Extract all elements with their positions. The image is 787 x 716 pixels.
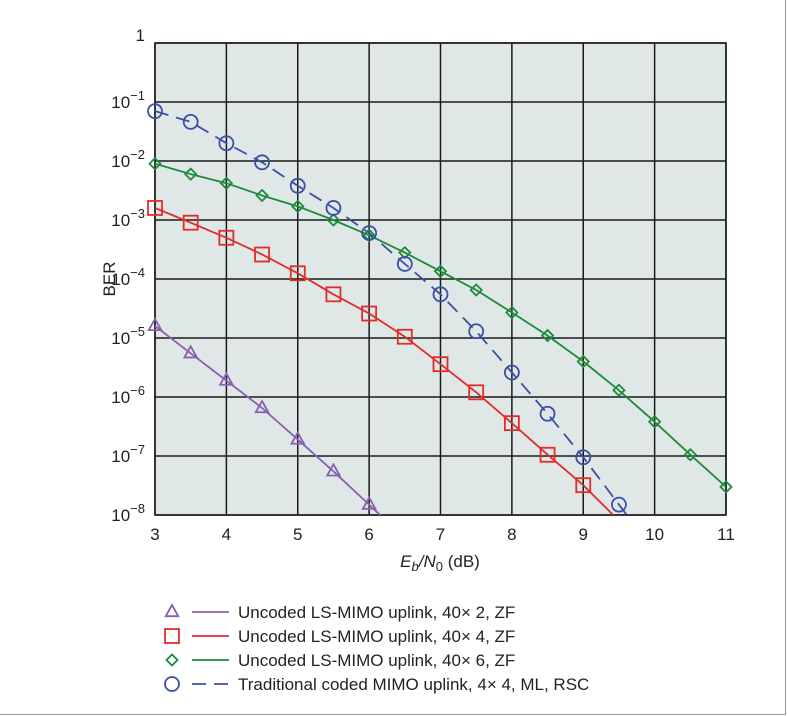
series-2-point	[396, 328, 413, 345]
x-axis-label-e: E	[400, 552, 412, 571]
series-2-point	[325, 286, 342, 303]
x-tick-label: 6	[364, 525, 373, 544]
series-3-point	[148, 156, 162, 171]
series-3-point	[219, 176, 234, 191]
series-3-point	[576, 354, 591, 369]
series-3-point	[719, 480, 733, 494]
series-3-point	[469, 283, 483, 297]
x-axis-label-unit: (dB)	[443, 552, 480, 571]
series-4-point	[325, 200, 342, 216]
series-3-point	[647, 415, 662, 429]
series-2-point	[468, 384, 485, 401]
series-4-point	[361, 225, 378, 241]
series-1-point	[147, 317, 163, 332]
legend-marker-4	[164, 676, 180, 692]
series-4-point	[575, 449, 592, 466]
y-tick-label: 10−2	[111, 147, 145, 171]
series-4-point	[289, 177, 306, 194]
y-tick-label: 10−3	[111, 206, 145, 230]
series-1-point	[289, 430, 306, 445]
series-1-point	[254, 399, 270, 414]
series-4-point	[396, 256, 413, 272]
series-3-point	[326, 213, 341, 227]
legend-label-3: Uncoded LS-MIMO uplink, 40× 6, ZF	[238, 651, 515, 670]
series-2-point	[182, 214, 199, 231]
x-axis-label-slash: /N	[418, 552, 437, 571]
series-3-point	[183, 167, 198, 181]
series-line-4	[155, 110, 628, 515]
series-line-3	[155, 162, 726, 488]
y-tick-label: 10−1	[111, 88, 145, 112]
series-3-point	[255, 188, 269, 203]
series-1-point	[361, 495, 377, 510]
legend-marker-1	[164, 603, 180, 618]
series-3-point	[290, 199, 305, 214]
legend-label-4: Traditional coded MIMO uplink, 4× 4, ML,…	[238, 675, 589, 694]
series-2-point	[503, 415, 520, 432]
y-axis-label: BER	[100, 262, 119, 297]
x-tick-label: 9	[579, 525, 588, 544]
x-axis-label-0: 0	[436, 559, 443, 574]
x-tick-label: 8	[507, 525, 516, 544]
x-tick-label: 3	[150, 525, 159, 544]
series-3-point	[540, 328, 555, 343]
x-tick-label: 10	[645, 525, 664, 544]
series-1-point	[182, 344, 199, 359]
x-axis-label: Eb/N0 (dB)	[400, 552, 480, 574]
series-3-point	[505, 305, 519, 320]
series-2-point	[147, 200, 163, 216]
grid	[154, 42, 727, 516]
series-3-point	[612, 383, 626, 398]
series-2-point	[575, 477, 592, 494]
y-tick-label: 10−6	[111, 383, 145, 407]
tick-labels: 3 4 5 6 7 8 9 10 11110−110−210−310−410−510−610−7…	[111, 26, 735, 544]
legend: Uncoded LS-MIMO uplink, 40× 2, ZF Uncoded…	[164, 603, 589, 694]
x-tick-label: 4	[222, 525, 231, 544]
series-2-point	[218, 229, 235, 246]
y-tick-label: 10−8	[111, 501, 145, 525]
y-tick-label: 10−5	[111, 324, 145, 348]
series-2-point	[289, 265, 306, 282]
series-4-point	[468, 323, 485, 340]
series-3-point	[433, 264, 448, 279]
y-tick-label: 1	[136, 26, 145, 45]
x-axis-label-b: b	[412, 559, 419, 574]
x-tick-label: 5	[293, 525, 302, 544]
series-4-point	[503, 364, 520, 381]
y-tick-label: 10−7	[111, 442, 145, 466]
series-4-point	[218, 135, 235, 152]
markers-group	[147, 103, 733, 513]
series-2-point	[432, 356, 449, 373]
series-1-point	[218, 371, 235, 386]
y-tick-label: 10−4	[111, 265, 145, 289]
legend-marker-2	[164, 628, 180, 644]
x-tick-label: 7	[436, 525, 445, 544]
series-2-point	[254, 246, 270, 263]
legend-marker-3	[165, 653, 179, 667]
legend-label-1: Uncoded LS-MIMO uplink, 40× 2, ZF	[238, 603, 515, 622]
series-3-point	[398, 245, 412, 260]
series-4-point	[182, 113, 199, 130]
series-3-point	[683, 447, 698, 462]
x-tick-label: 11	[717, 525, 735, 544]
series-line-2	[155, 207, 615, 515]
series-4-point	[147, 103, 163, 120]
series-2-point	[361, 305, 378, 322]
legend-label-2: Uncoded LS-MIMO uplink, 40× 4, ZF	[238, 627, 515, 646]
series-4-point	[254, 154, 270, 171]
series-4-point	[611, 496, 627, 513]
series-1-point	[325, 462, 342, 477]
series-4-point	[539, 405, 556, 422]
series-4-point	[432, 286, 449, 303]
series-2-point	[539, 446, 556, 463]
